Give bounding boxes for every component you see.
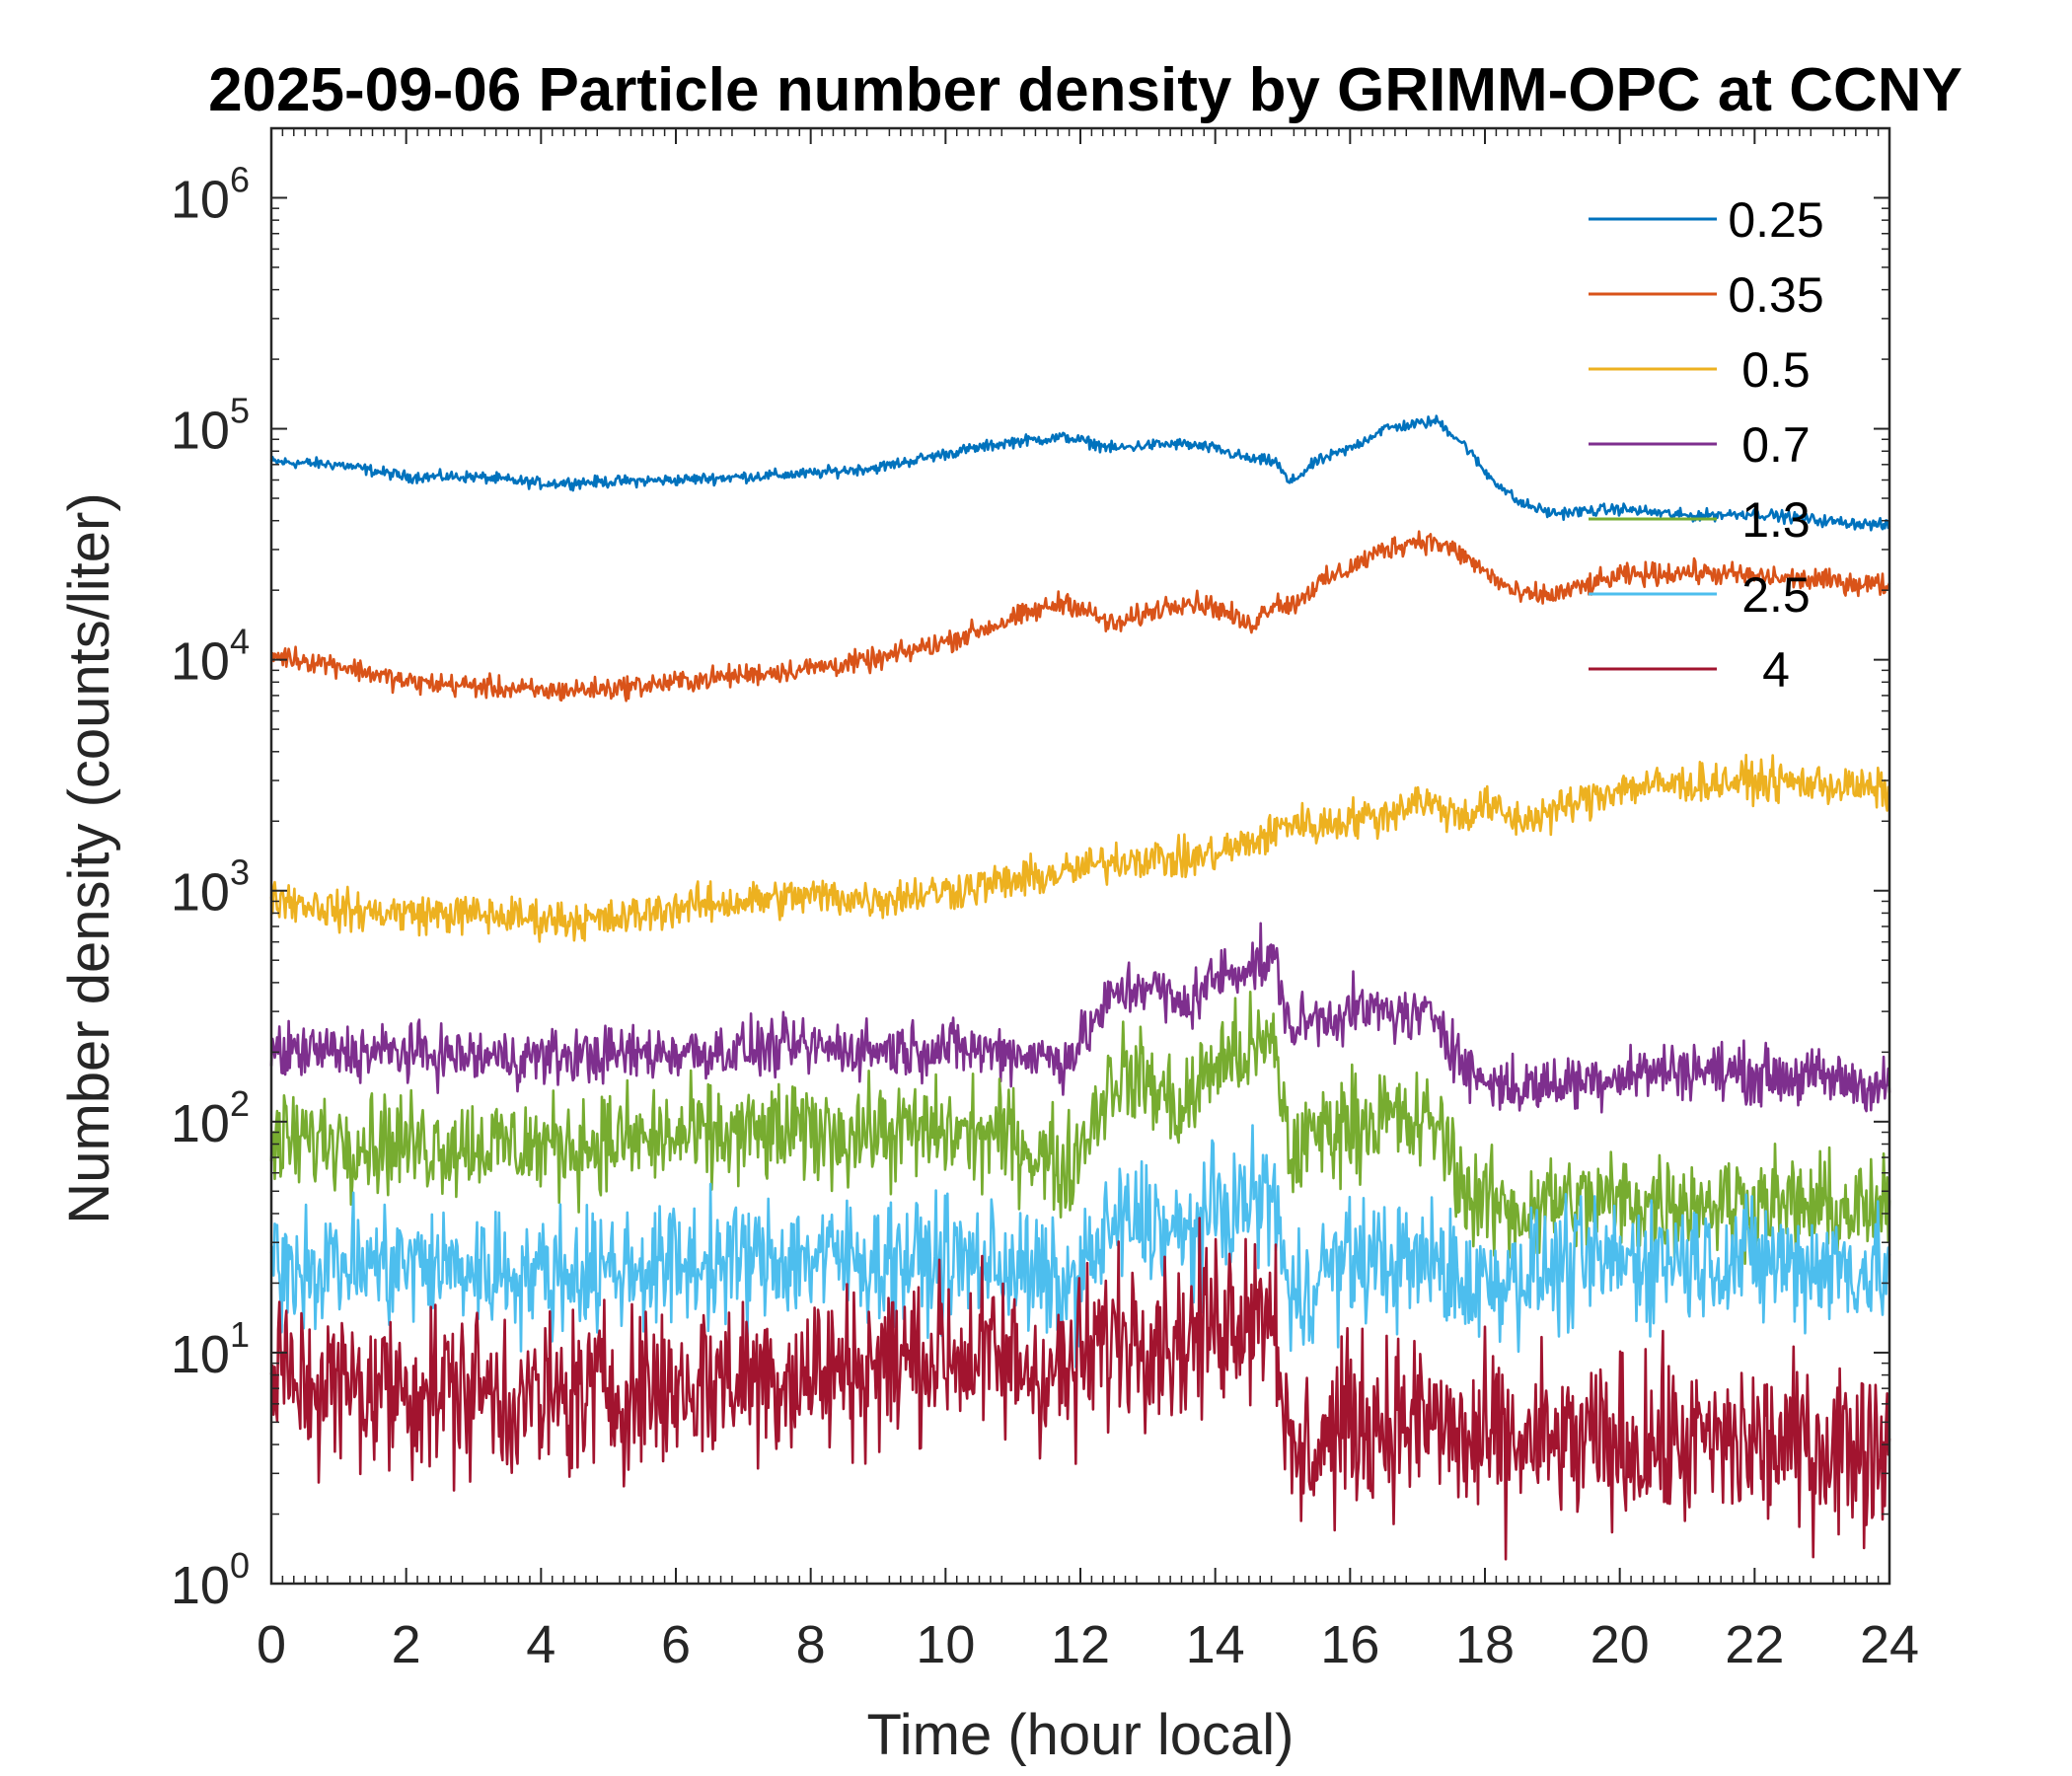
x-tick-label: 0 (257, 1615, 286, 1674)
series-layer (269, 414, 1891, 1561)
legend-label: 4 (1762, 642, 1790, 698)
y-tick-label: 104 (171, 622, 250, 692)
x-tick-label: 8 (796, 1615, 826, 1674)
series-line (269, 753, 1890, 943)
series-line (269, 922, 1891, 1114)
series-line (269, 414, 1891, 532)
y-tick-label: 105 (171, 391, 250, 461)
chart-title: 2025-09-06 Particle number density by GR… (208, 56, 1962, 124)
series-line (270, 530, 1891, 703)
x-tick-label: 16 (1320, 1615, 1379, 1674)
x-tick-label: 20 (1591, 1615, 1650, 1674)
x-tick-label: 24 (1860, 1615, 1919, 1674)
x-tick-label: 10 (916, 1615, 975, 1674)
x-tick-label: 2 (392, 1615, 421, 1674)
legend: 0.25 0.35 0.5 0.7 1.3 2.5 4 (1589, 192, 1824, 698)
x-axis-label: Time (hour local) (867, 1703, 1295, 1767)
y-tick-label: 103 (171, 852, 250, 923)
series-line (269, 1217, 1891, 1561)
series-line (269, 990, 1891, 1265)
x-tick-label: 4 (526, 1615, 555, 1674)
x-tick-label: 14 (1186, 1615, 1245, 1674)
x-tick-label: 22 (1725, 1615, 1784, 1674)
axes: 0 2 4 6 8 10 12 14 16 18 20 22 241001011021031041051… (171, 126, 1919, 1674)
y-tick-label: 100 (171, 1545, 250, 1615)
legend-label: 0.7 (1741, 417, 1811, 473)
legend-label: 0.5 (1741, 342, 1811, 398)
legend-label: 1.3 (1741, 492, 1811, 548)
x-tick-label: 12 (1051, 1615, 1110, 1674)
series-line (269, 1124, 1891, 1369)
x-tick-label: 6 (661, 1615, 691, 1674)
legend-label: 0.35 (1728, 267, 1823, 323)
y-axis-label: Number density (counts/liter) (57, 492, 121, 1223)
x-tick-label: 18 (1455, 1615, 1515, 1674)
y-tick-label: 101 (171, 1314, 250, 1384)
y-tick-label: 106 (171, 159, 250, 229)
legend-label: 0.25 (1728, 192, 1823, 248)
legend-label: 2.5 (1741, 567, 1811, 623)
y-tick-label: 102 (171, 1083, 250, 1153)
